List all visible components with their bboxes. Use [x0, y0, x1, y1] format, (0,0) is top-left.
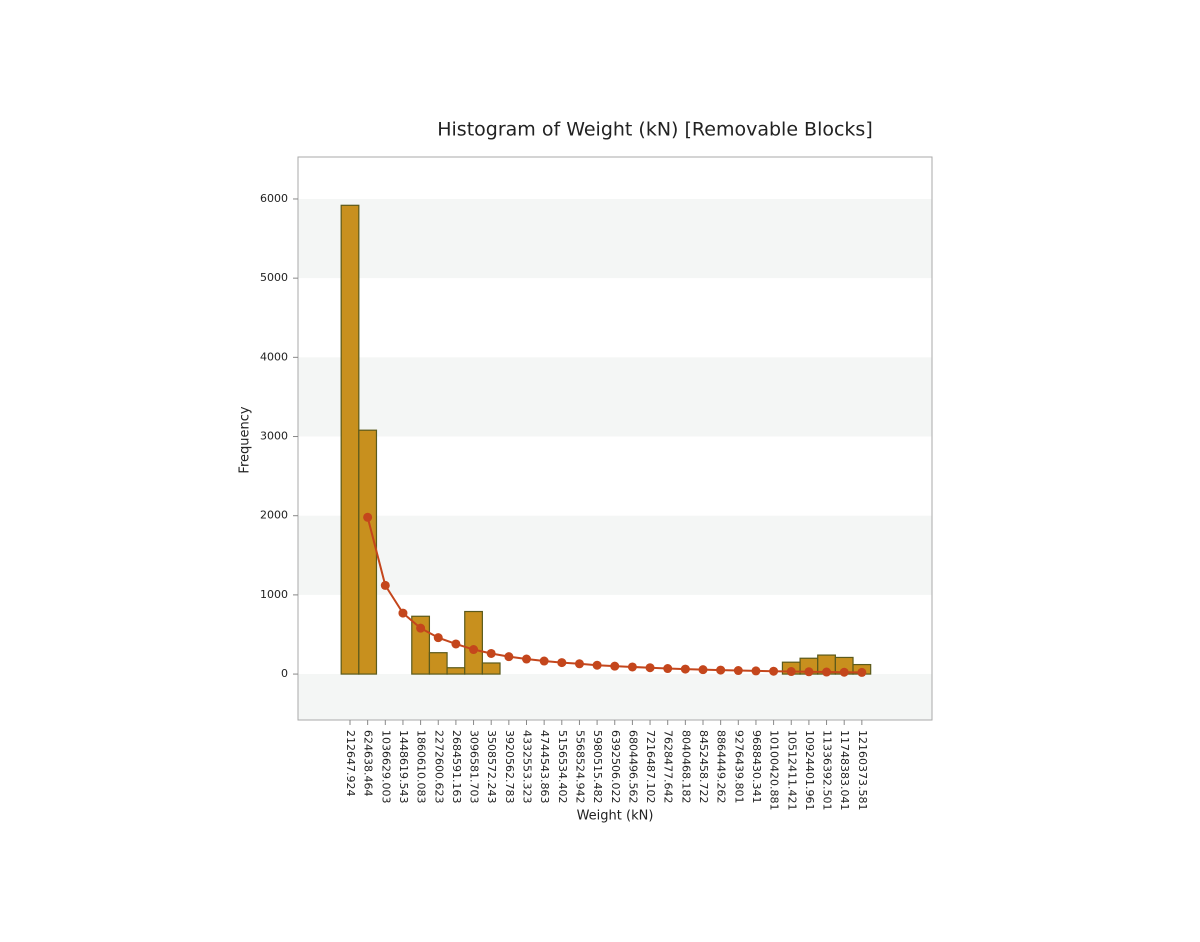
bar: [340, 204, 360, 675]
y-tick-label: 6000: [260, 192, 288, 205]
x-tick-label: 10512411.421: [785, 730, 798, 810]
fit-point: [363, 512, 373, 522]
fit-point: [522, 654, 531, 664]
fit-point: [663, 664, 673, 674]
x-tick-label: 8040468.182: [679, 730, 692, 803]
fit-point: [416, 623, 426, 633]
x-tick-label: 5568524.942: [573, 730, 586, 803]
x-tick-label: 4744543.863: [538, 730, 551, 803]
fit-point: [557, 658, 567, 668]
fit-point: [451, 639, 461, 649]
fit-point: [504, 652, 514, 662]
fit-point: [574, 659, 584, 669]
bar: [428, 652, 448, 675]
x-tick-label: 8452458.722: [697, 730, 710, 803]
x-tick-label: 6392506.022: [609, 730, 622, 803]
x-tick-label: 11336392.501: [821, 730, 834, 810]
fit-point: [469, 645, 479, 655]
x-tick-label: 1448619.543: [397, 730, 410, 803]
fit-point: [433, 633, 443, 643]
x-tick-label: 212647.924: [344, 730, 357, 796]
y-tick-label: 5000: [260, 271, 288, 284]
fit-point: [804, 667, 814, 677]
x-tick-label: 10100420.881: [768, 730, 781, 810]
fit-point: [380, 580, 390, 590]
grid-band: [298, 198, 932, 279]
fit-point: [592, 660, 602, 670]
x-axis-label: Weight (kN): [577, 809, 654, 824]
fit-point: [733, 666, 743, 676]
fit-point: [680, 664, 690, 674]
grid-band: [298, 515, 932, 595]
x-tick-label: 9276439.801: [732, 730, 745, 803]
bar: [358, 429, 378, 675]
x-tick-label: 2684591.163: [450, 730, 463, 803]
bar: [481, 662, 501, 675]
fit-point: [627, 662, 637, 672]
x-tick-label: 5980515.482: [591, 730, 604, 803]
y-tick-label: 2000: [260, 509, 288, 522]
grid-band: [298, 674, 932, 720]
fit-point: [751, 666, 761, 676]
y-tick-label: 4000: [260, 350, 288, 363]
y-tick-label: 3000: [260, 430, 288, 443]
y-tick-label: 1000: [260, 588, 288, 601]
x-tick-label: 3920562.783: [503, 730, 516, 803]
fit-point: [769, 666, 779, 676]
chart-title: Histogram of Weight (kN) [Removable Bloc…: [437, 119, 873, 141]
x-tick-label: 5156534.402: [556, 730, 569, 803]
x-tick-label: 4332553.323: [521, 730, 534, 803]
fit-point: [857, 667, 867, 677]
x-tick-label: 2272600.623: [432, 730, 445, 803]
fit-point: [822, 667, 832, 677]
fit-point: [610, 661, 620, 671]
x-tick-label: 11748383.041: [838, 730, 851, 810]
x-tick-label: 6804496.562: [626, 730, 639, 803]
bar: [446, 667, 466, 675]
fit-point: [839, 667, 849, 677]
x-tick-label: 8864449.262: [715, 730, 728, 803]
y-axis-label: Frequency: [238, 406, 253, 473]
fit-point: [486, 648, 496, 658]
grid-band: [298, 357, 932, 437]
fit-point: [539, 656, 549, 666]
x-tick-label: 3508572.243: [485, 730, 498, 803]
bar: [464, 610, 483, 675]
fit-point: [398, 608, 408, 618]
x-tick-label: 9688430.341: [750, 730, 763, 803]
x-tick-label: 7216487.102: [644, 730, 657, 803]
fit-point: [786, 667, 796, 677]
x-tick-label: 1860610.083: [415, 730, 428, 803]
fit-point: [698, 665, 708, 675]
x-tick-label: 1036629.003: [379, 730, 392, 803]
fit-point: [716, 665, 726, 675]
x-tick-label: 12160373.581: [856, 730, 869, 810]
x-tick-label: 624638.464: [362, 730, 375, 796]
x-tick-label: 7628477.642: [662, 730, 675, 803]
x-tick-label: 3096581.703: [468, 730, 481, 803]
x-tick-label: 10924401.961: [803, 730, 816, 810]
fit-point: [645, 663, 655, 673]
y-tick-label: 0: [281, 667, 288, 680]
